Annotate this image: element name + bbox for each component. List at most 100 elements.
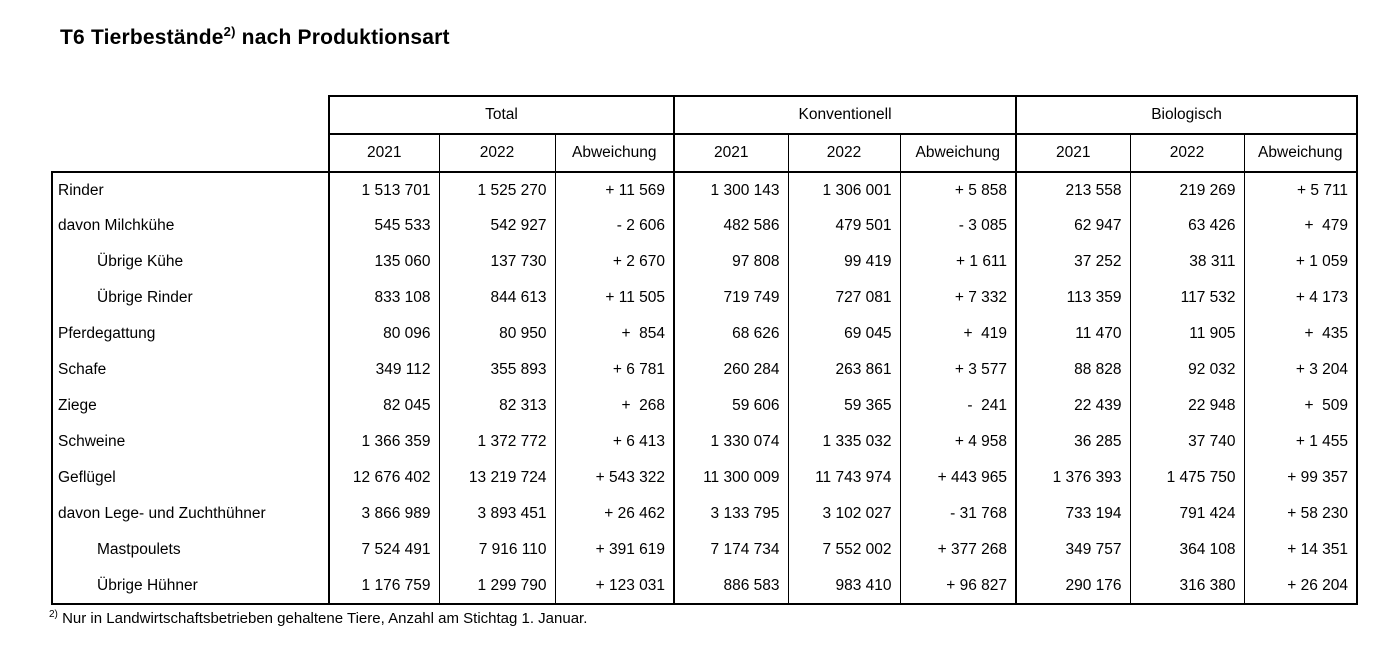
column-header-bio-2022: 2022 [1129, 134, 1245, 173]
value-cell: + 419 [899, 316, 1017, 352]
header-spacer [52, 134, 329, 172]
value-cell: + 96 827 [899, 568, 1017, 605]
column-header-total-2021: 2021 [328, 134, 439, 173]
value-cell: + 4 958 [899, 424, 1017, 460]
title-footnote-marker: 2) [223, 24, 236, 39]
value-cell: + 6 781 [554, 352, 675, 388]
value-cell: - 3 085 [899, 208, 1017, 244]
value-cell: + 4 173 [1243, 280, 1359, 316]
value-cell: + 26 462 [554, 496, 675, 532]
value-cell: 1 176 759 [328, 568, 439, 605]
value-cell: + 543 322 [554, 460, 675, 496]
value-cell: 11 743 974 [787, 460, 901, 496]
value-cell: + 58 230 [1243, 496, 1359, 532]
value-cell: 316 380 [1129, 568, 1245, 605]
value-cell: - 241 [899, 388, 1017, 424]
column-header-konv-2022: 2022 [787, 134, 901, 173]
value-cell: + 443 965 [899, 460, 1017, 496]
row-label: Übrige Kühe [51, 244, 329, 280]
title-suffix: nach Produktionsart [235, 26, 450, 49]
year-header-row: 2021 2022 Abweichung 2021 2022 Abweichun… [52, 134, 1359, 173]
value-cell: + 479 [1243, 208, 1359, 244]
row-label: Ziege [51, 388, 329, 424]
value-cell: + 7 332 [899, 280, 1017, 316]
value-cell: 88 828 [1015, 352, 1131, 388]
value-cell: + 5 858 [899, 171, 1017, 208]
column-header-bio-abweichung: Abweichung [1243, 134, 1359, 173]
value-cell: + 99 357 [1243, 460, 1359, 496]
row-label: Übrige Rinder [51, 280, 329, 316]
value-cell: + 2 670 [554, 244, 675, 280]
table-row: Schweine 1 366 359 1 372 772 + 6 413 1 330 0… [51, 424, 1359, 460]
value-cell: 113 359 [1015, 280, 1131, 316]
value-cell: + 11 569 [554, 171, 675, 208]
row-label: Geflügel [51, 460, 329, 496]
footnote-marker: 2) [49, 609, 58, 620]
value-cell: 13 219 724 [438, 460, 555, 496]
value-cell: 1 372 772 [438, 424, 555, 460]
value-cell: - 31 768 [899, 496, 1017, 532]
value-cell: + 11 505 [554, 280, 675, 316]
table-row: Schafe 349 112 355 893 + 6 781 260 284 263 86… [51, 352, 1359, 388]
value-cell: 92 032 [1129, 352, 1245, 388]
value-cell: + 1 611 [899, 244, 1017, 280]
column-header-konv-abweichung: Abweichung [899, 134, 1017, 173]
value-cell: 22 439 [1015, 388, 1131, 424]
value-cell: 22 948 [1129, 388, 1245, 424]
value-cell: 3 133 795 [673, 496, 789, 532]
group-header-row: Total Konventionell Biologisch [52, 95, 1359, 135]
value-cell: + 3 204 [1243, 352, 1359, 388]
title-prefix: T6 Tierbestände [60, 26, 224, 49]
value-cell: 833 108 [328, 280, 439, 316]
group-header-konventionell: Konventionell [673, 95, 1018, 135]
table-row: Übrige Rinder 833 108 844 613 + 11 505 719 7… [51, 280, 1359, 316]
value-cell: 482 586 [673, 208, 789, 244]
table-row: Pferdegattung 80 096 80 950 + 854 68 626 69 0… [51, 316, 1359, 352]
header-spacer [52, 96, 329, 134]
value-cell: 1 366 359 [328, 424, 439, 460]
value-cell: + 509 [1243, 388, 1359, 424]
table-row: Übrige Kühe 135 060 137 730 + 2 670 97 808 99… [51, 244, 1359, 280]
value-cell: 213 558 [1015, 171, 1131, 208]
value-cell: 37 740 [1129, 424, 1245, 460]
column-header-total-2022: 2022 [438, 134, 555, 173]
value-cell: 3 866 989 [328, 496, 439, 532]
table-row: davon Milchkühe 545 533 542 927- 2 606 482 … [51, 208, 1359, 244]
value-cell: + 854 [554, 316, 675, 352]
value-cell: + 3 577 [899, 352, 1017, 388]
table-row: Ziege 82 045 82 313 + 268 59 606 59 365- 241 2… [51, 388, 1359, 424]
footnote: 2) Nur in Landwirtschaftsbetrieben gehal… [49, 609, 587, 628]
livestock-table: Total Konventionell Biologisch 2021 2022… [51, 95, 1359, 605]
value-cell: 3 893 451 [438, 496, 555, 532]
value-cell: 1 335 032 [787, 424, 901, 460]
value-cell: 1 330 074 [673, 424, 789, 460]
value-cell: 7 552 002 [787, 532, 901, 568]
value-cell: 62 947 [1015, 208, 1131, 244]
value-cell: 727 081 [787, 280, 901, 316]
value-cell: 37 252 [1015, 244, 1131, 280]
value-cell: 983 410 [787, 568, 901, 605]
row-label: Schafe [51, 352, 329, 388]
table-row: Übrige Hühner 1 176 759 1 299 790 + 123 031… [51, 568, 1359, 605]
value-cell: 36 285 [1015, 424, 1131, 460]
value-cell: + 1 059 [1243, 244, 1359, 280]
value-cell: 791 424 [1129, 496, 1245, 532]
value-cell: + 377 268 [899, 532, 1017, 568]
value-cell: 82 313 [438, 388, 555, 424]
page-title: T6 Tierbestände2) nach Produktionsart [60, 24, 450, 50]
row-label: davon Lege- und Zuchthühner [51, 496, 329, 532]
row-label: Pferdegattung [51, 316, 329, 352]
value-cell: 479 501 [787, 208, 901, 244]
group-header-biologisch: Biologisch [1015, 95, 1359, 135]
value-cell: 260 284 [673, 352, 789, 388]
value-cell: 117 532 [1129, 280, 1245, 316]
row-label: Mastpoulets [51, 532, 329, 568]
value-cell: 545 533 [328, 208, 439, 244]
value-cell: 1 513 701 [328, 171, 439, 208]
value-cell: + 14 351 [1243, 532, 1359, 568]
value-cell: 886 583 [673, 568, 789, 605]
value-cell: 97 808 [673, 244, 789, 280]
value-cell: 7 916 110 [438, 532, 555, 568]
value-cell: - 2 606 [554, 208, 675, 244]
value-cell: 3 102 027 [787, 496, 901, 532]
